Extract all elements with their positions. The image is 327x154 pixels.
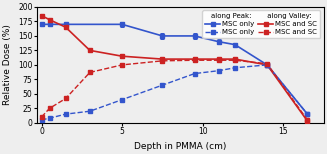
X-axis label: Depth in PMMA (cm): Depth in PMMA (cm): [134, 142, 226, 150]
Legend: MSC only, MSC only, MSC and SC, MSC and SC: MSC only, MSC only, MSC and SC, MSC and …: [202, 10, 320, 38]
Y-axis label: Relative Dose (%): Relative Dose (%): [4, 24, 12, 105]
